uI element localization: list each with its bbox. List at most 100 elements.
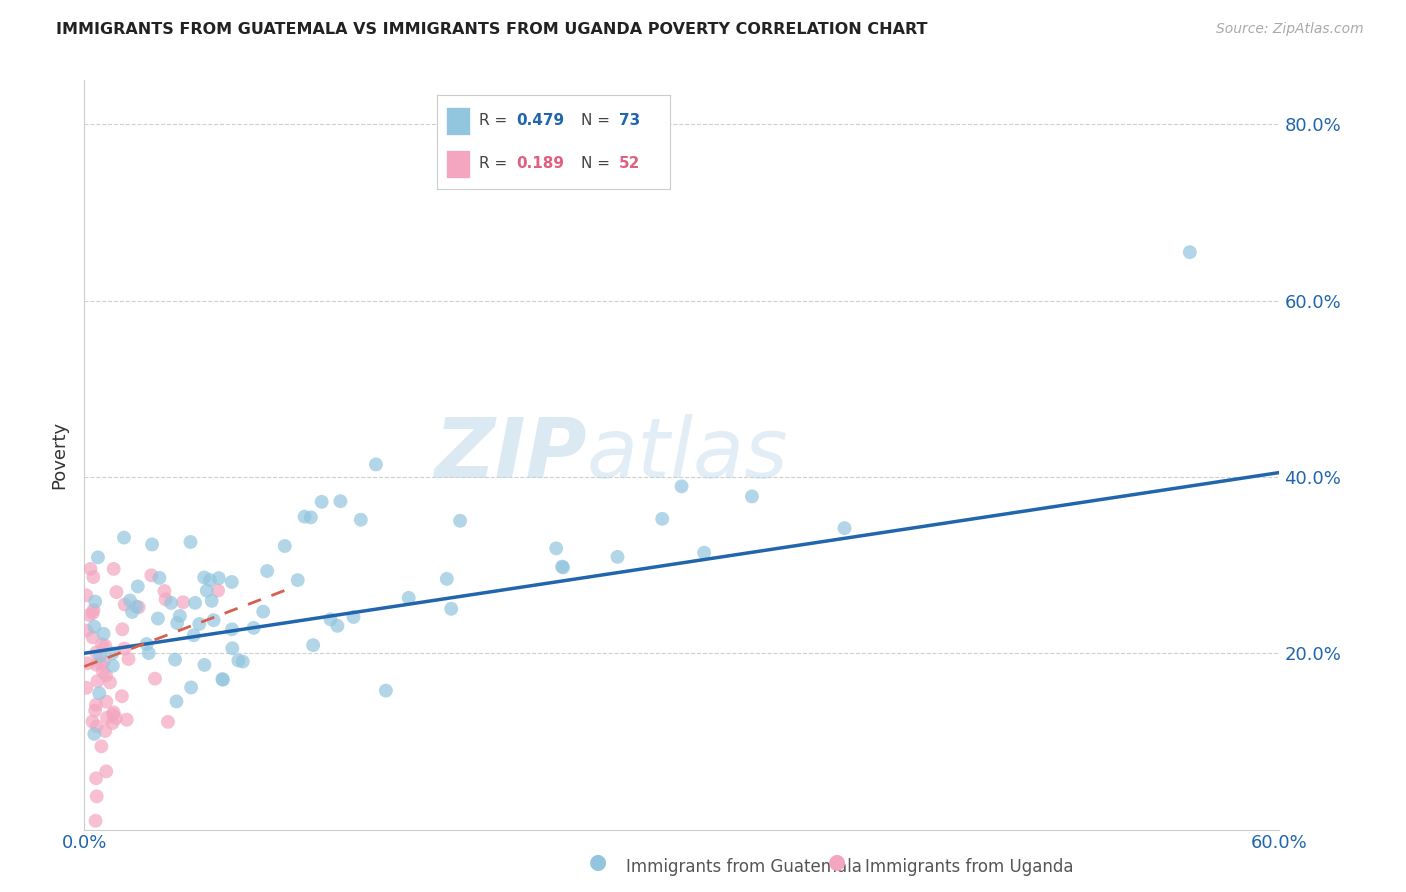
Point: [96, 695, 118, 709]
Point: [118, 593, 141, 607]
Point: [440, 602, 463, 616]
Point: [105, 585, 128, 599]
Point: [242, 621, 264, 635]
Point: [89, 648, 111, 663]
Point: [77, 607, 100, 622]
Point: [89, 686, 111, 700]
Point: [84, 772, 107, 786]
Point: [84, 698, 107, 712]
Point: [98, 675, 121, 690]
Point: [138, 646, 160, 660]
Point: [101, 707, 124, 722]
Point: [96, 711, 118, 725]
Point: [741, 490, 763, 504]
Point: [115, 713, 138, 727]
Point: [84, 594, 107, 608]
Point: [671, 479, 693, 493]
Point: [83, 620, 105, 634]
Point: [208, 571, 231, 585]
Point: [1178, 245, 1201, 260]
Point: [311, 495, 333, 509]
Point: [184, 596, 207, 610]
Point: [193, 657, 215, 672]
Point: [121, 605, 143, 619]
Point: [193, 570, 215, 584]
Point: [221, 574, 243, 589]
Point: [125, 599, 148, 614]
Text: ●: ●: [589, 853, 606, 872]
Point: [551, 560, 574, 574]
Point: [299, 510, 322, 524]
Point: [180, 681, 202, 695]
Point: [188, 617, 211, 632]
Point: [274, 539, 297, 553]
Point: [112, 641, 135, 656]
Point: [207, 583, 229, 598]
Point: [86, 674, 108, 689]
Point: [84, 814, 107, 828]
Point: [148, 571, 170, 585]
Point: [302, 638, 325, 652]
Point: [287, 573, 309, 587]
Point: [86, 657, 108, 672]
Point: [141, 537, 163, 551]
Text: Immigrants from Uganda: Immigrants from Uganda: [865, 858, 1073, 876]
Point: [155, 592, 177, 607]
Point: [143, 672, 166, 686]
Point: [75, 588, 97, 602]
Point: [350, 513, 373, 527]
Point: [398, 591, 420, 605]
Point: [135, 637, 157, 651]
Point: [146, 611, 169, 625]
Point: [86, 645, 108, 659]
Point: [93, 627, 115, 641]
Point: [651, 512, 673, 526]
Point: [82, 606, 104, 620]
Point: [201, 594, 224, 608]
Point: [436, 572, 458, 586]
Point: [127, 579, 149, 593]
Point: [94, 668, 117, 682]
Point: [128, 600, 150, 615]
Point: [221, 641, 243, 656]
Point: [82, 570, 104, 584]
Point: [165, 652, 187, 666]
Point: [166, 615, 188, 630]
Y-axis label: Poverty: Poverty: [51, 421, 69, 489]
Point: [211, 672, 233, 686]
Point: [112, 531, 135, 545]
Point: [90, 739, 112, 754]
Point: [294, 509, 316, 524]
Text: atlas: atlas: [586, 415, 787, 495]
Point: [75, 624, 97, 638]
Point: [172, 595, 194, 609]
Point: [551, 559, 574, 574]
Point: [342, 610, 364, 624]
Point: [834, 521, 856, 535]
Point: [101, 658, 124, 673]
Point: [166, 694, 188, 708]
Point: [103, 706, 125, 720]
Text: IMMIGRANTS FROM GUATEMALA VS IMMIGRANTS FROM UGANDA POVERTY CORRELATION CHART: IMMIGRANTS FROM GUATEMALA VS IMMIGRANTS …: [56, 22, 928, 37]
Point: [75, 681, 97, 695]
Point: [91, 665, 114, 679]
Point: [364, 458, 387, 472]
Point: [169, 609, 191, 624]
Point: [153, 584, 176, 599]
Point: [693, 546, 716, 560]
Point: [114, 598, 136, 612]
Text: ZIP: ZIP: [433, 415, 586, 495]
Point: [252, 605, 274, 619]
Point: [89, 657, 111, 671]
Point: [212, 673, 235, 687]
Point: [141, 568, 163, 582]
Point: [198, 573, 221, 587]
Point: [105, 711, 128, 725]
Point: [103, 562, 125, 576]
Point: [79, 562, 101, 576]
Point: [93, 655, 115, 669]
Point: [83, 603, 105, 617]
Point: [183, 628, 205, 642]
Point: [329, 494, 352, 508]
Point: [83, 727, 105, 741]
